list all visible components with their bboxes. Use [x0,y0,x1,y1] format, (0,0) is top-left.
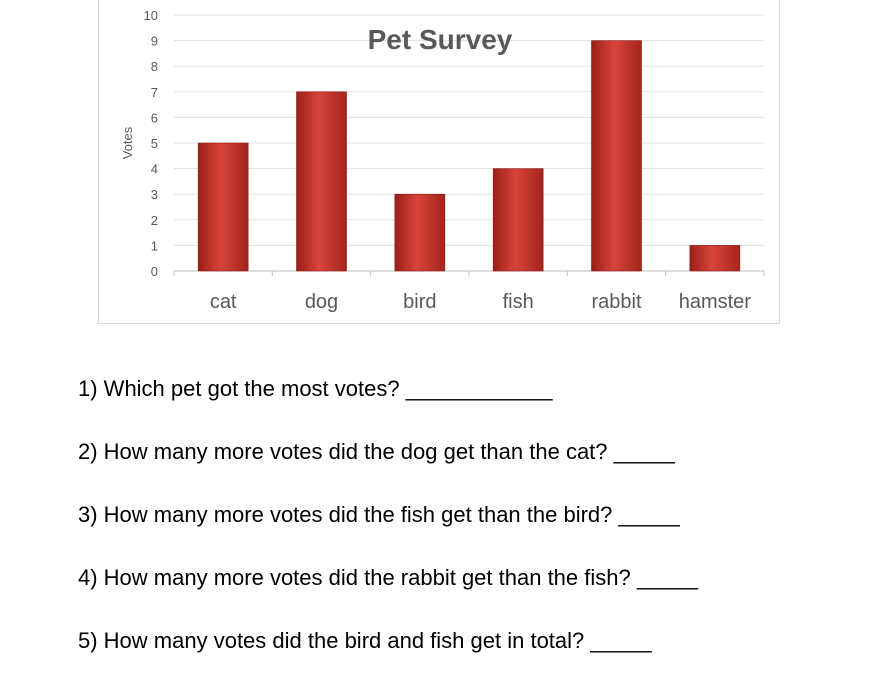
pet-survey-chart: 0 1 2 3 4 5 6 7 8 9 10 cat dog bird fish rabbit hamster… [120,8,765,313]
question-3: 3) How many more votes did the fish get … [78,502,680,527]
y-tick-label: 0 [151,264,158,279]
y-tick-label: 9 [151,34,158,49]
y-tick-label: 6 [151,110,158,125]
question-1: 1) Which pet got the most votes? _______… [78,376,553,401]
y-tick-label: 2 [151,213,158,228]
x-tick-label-fish: fish [503,291,534,313]
y-tick-label: 4 [151,162,158,177]
y-tick-label: 8 [151,59,158,74]
bar-rabbit [591,40,642,272]
x-tick-label-bird: bird [403,291,436,313]
x-tick-label-rabbit: rabbit [591,291,641,313]
bar-cat [197,142,249,272]
x-tick-label-cat: cat [210,291,237,313]
x-tick-label-hamster: hamster [679,291,752,313]
question-5: 5) How many votes did the bird and fish … [78,628,652,653]
bar-bird [394,193,446,272]
bar-hamster [689,245,741,272]
y-axis-label: Votes [120,126,135,159]
bar-fish [492,168,544,272]
question-2: 2) How many more votes did the dog get t… [78,439,675,464]
bar-dog [296,91,347,272]
chart-title: Pet Survey [367,24,513,55]
x-tick-label-dog: dog [305,291,338,313]
y-tick-label: 5 [151,136,158,151]
question-list: 1) Which pet got the most votes? _______… [78,372,868,687]
y-tick-label: 3 [151,187,158,202]
y-tick-label: 1 [151,238,158,253]
y-tick-label: 7 [151,85,158,100]
question-4: 4) How many more votes did the rabbit ge… [78,565,699,590]
y-tick-label: 10 [144,8,158,23]
